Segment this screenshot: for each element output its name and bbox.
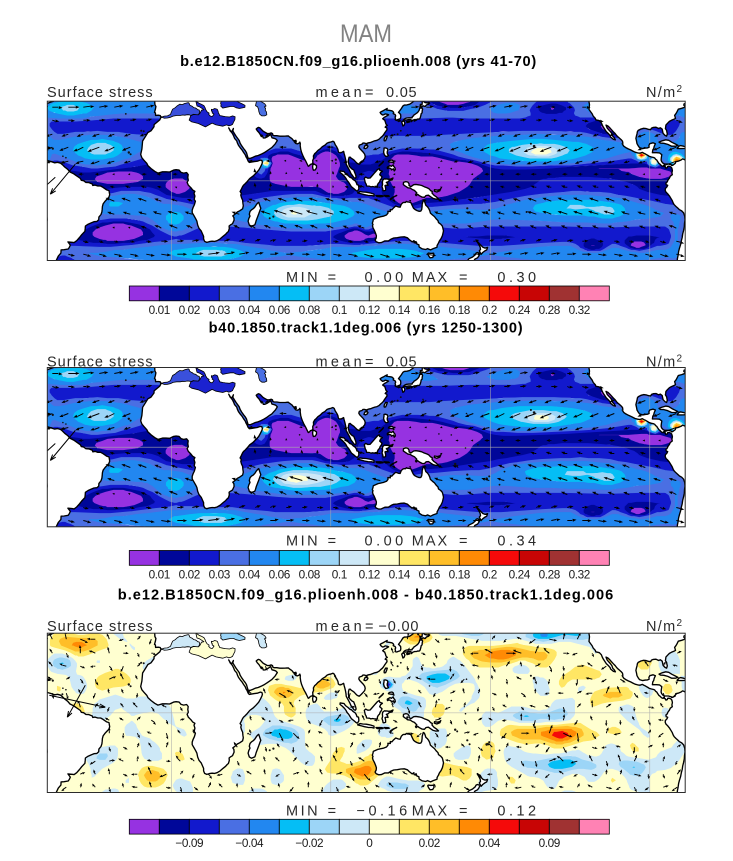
svg-text:0.12: 0.12 xyxy=(359,567,380,581)
svg-text:−0.02: −0.02 xyxy=(295,836,323,850)
svg-text:0.34: 0.34 xyxy=(497,534,539,550)
svg-text:0.12: 0.12 xyxy=(359,303,380,317)
svg-text:0.06: 0.06 xyxy=(269,303,291,317)
svg-text:−0.09: −0.09 xyxy=(175,836,203,850)
svg-text:MAX: MAX xyxy=(412,270,449,286)
svg-text:Surface stress: Surface stress xyxy=(47,85,154,101)
svg-text:mean=: mean= xyxy=(316,619,377,635)
svg-text:mean=: mean= xyxy=(316,354,377,370)
svg-text:0.1: 0.1 xyxy=(332,303,347,317)
svg-text:MAM: MAM xyxy=(340,21,392,48)
svg-text:0.04: 0.04 xyxy=(479,836,501,850)
svg-text:MIN: MIN xyxy=(286,803,320,819)
svg-text:0.30: 0.30 xyxy=(497,270,539,286)
svg-text:0.16: 0.16 xyxy=(419,567,441,581)
svg-text:0.32: 0.32 xyxy=(569,567,590,581)
svg-text:0.32: 0.32 xyxy=(569,303,590,317)
svg-text:MAX: MAX xyxy=(412,803,449,819)
svg-text:=: = xyxy=(328,270,336,286)
svg-text:b.e12.B1850CN.f09_g16.plioenh.: b.e12.B1850CN.f09_g16.plioenh.008 - b40.… xyxy=(118,588,614,604)
svg-text:0.18: 0.18 xyxy=(449,567,471,581)
svg-text:0: 0 xyxy=(366,836,373,850)
svg-text:−0.16: −0.16 xyxy=(357,803,411,819)
svg-text:0.04: 0.04 xyxy=(239,567,261,581)
svg-text:0.00: 0.00 xyxy=(365,270,407,286)
svg-text:0.05: 0.05 xyxy=(386,85,417,101)
svg-text:0.14: 0.14 xyxy=(389,567,411,581)
svg-text:0.04: 0.04 xyxy=(239,303,261,317)
svg-text:0.14: 0.14 xyxy=(389,303,411,317)
svg-text:0.2: 0.2 xyxy=(482,567,497,581)
svg-text:N/m2: N/m2 xyxy=(646,84,683,101)
svg-text:b40.1850.track1.1deg.006 (yrs: b40.1850.track1.1deg.006 (yrs 1250-1300) xyxy=(209,321,524,337)
svg-text:0.00: 0.00 xyxy=(365,534,407,550)
svg-text:0.05: 0.05 xyxy=(386,354,417,370)
svg-text:0.01: 0.01 xyxy=(149,567,170,581)
svg-text:0.03: 0.03 xyxy=(209,567,231,581)
svg-text:=: = xyxy=(459,270,467,286)
svg-text:0.02: 0.02 xyxy=(179,567,200,581)
svg-text:Surface stress: Surface stress xyxy=(47,354,154,370)
svg-text:0.2: 0.2 xyxy=(482,303,497,317)
svg-text:0.08: 0.08 xyxy=(299,567,321,581)
svg-text:0.16: 0.16 xyxy=(419,303,441,317)
svg-text:0.09: 0.09 xyxy=(539,836,560,850)
svg-text:0.08: 0.08 xyxy=(299,303,321,317)
svg-text:N/m2: N/m2 xyxy=(646,353,683,370)
svg-text:0.28: 0.28 xyxy=(539,567,561,581)
svg-text:−0.04: −0.04 xyxy=(235,836,264,850)
svg-text:MAX: MAX xyxy=(412,534,449,550)
svg-text:0.02: 0.02 xyxy=(419,836,440,850)
svg-text:0.28: 0.28 xyxy=(539,303,561,317)
svg-text:b.e12.B1850CN.f09_g16.plioenh.: b.e12.B1850CN.f09_g16.plioenh.008 (yrs 4… xyxy=(180,54,537,70)
svg-text:0.18: 0.18 xyxy=(449,303,471,317)
svg-text:0.01: 0.01 xyxy=(149,303,170,317)
svg-text:0.02: 0.02 xyxy=(179,303,200,317)
svg-text:MIN: MIN xyxy=(286,270,320,286)
svg-text:−0.00: −0.00 xyxy=(379,619,420,635)
svg-text:=: = xyxy=(328,803,336,819)
svg-text:N/m2: N/m2 xyxy=(646,618,683,635)
svg-text:=: = xyxy=(328,534,336,550)
svg-text:0.06: 0.06 xyxy=(269,567,291,581)
svg-text:0.24: 0.24 xyxy=(509,303,531,317)
svg-text:0.03: 0.03 xyxy=(209,303,231,317)
svg-text:0.12: 0.12 xyxy=(497,803,539,819)
svg-text:0.24: 0.24 xyxy=(509,567,531,581)
svg-text:Surface stress: Surface stress xyxy=(47,619,154,635)
svg-text:mean=: mean= xyxy=(316,85,377,101)
svg-text:=: = xyxy=(459,803,467,819)
svg-text:MIN: MIN xyxy=(286,534,320,550)
svg-text:=: = xyxy=(459,534,467,550)
svg-text:0.1: 0.1 xyxy=(332,567,347,581)
